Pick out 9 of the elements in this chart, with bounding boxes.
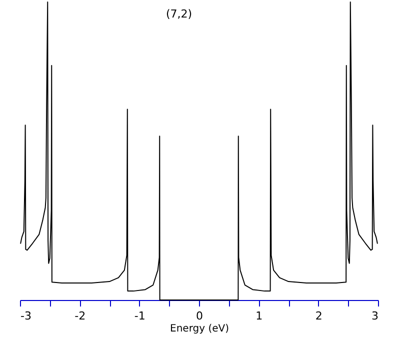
x-axis-title: Energy (eV) (170, 324, 230, 334)
x-tick-label: -2 (74, 310, 86, 322)
x-tick-label: 0 (196, 310, 203, 322)
x-tick-label: 3 (372, 310, 378, 322)
x-tick-label: 1 (256, 310, 263, 322)
x-tick-label: -1 (134, 310, 146, 322)
text: (7,2) (166, 8, 192, 20)
x-tick-label: -3 (20, 310, 32, 322)
x-tick-label: 2 (315, 310, 322, 322)
